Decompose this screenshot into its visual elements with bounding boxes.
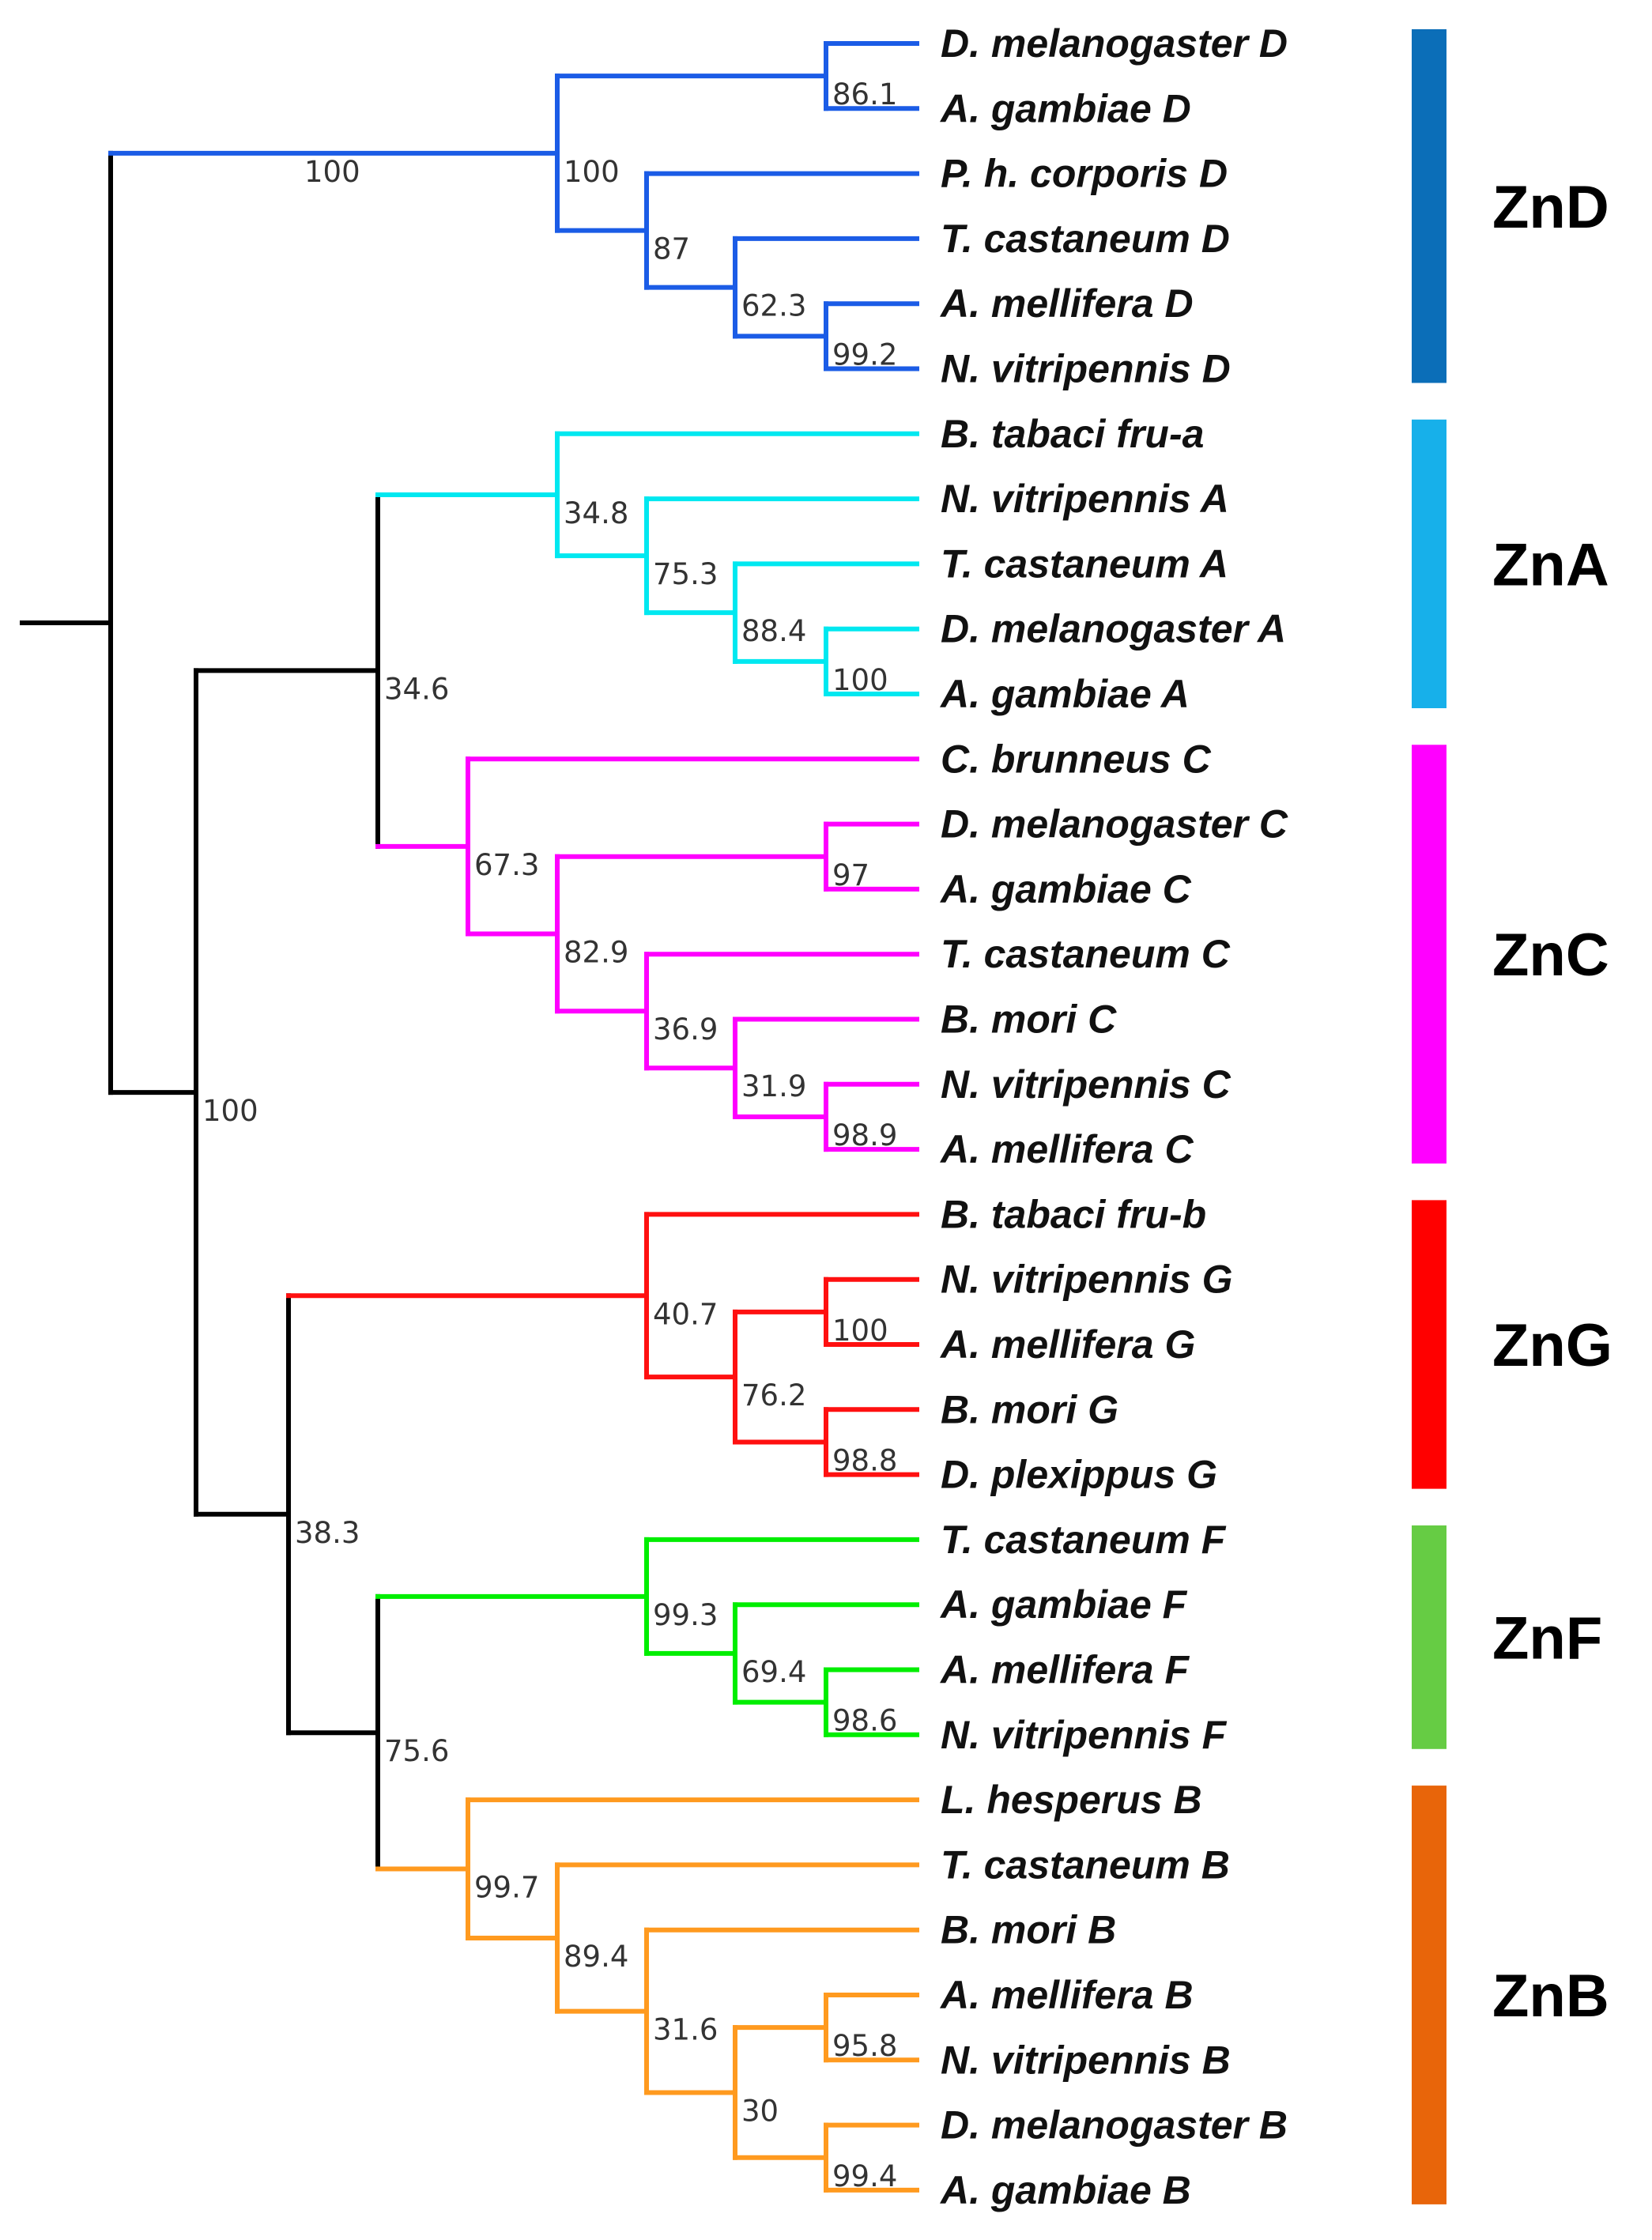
- clade-label-ZnA: ZnA: [1492, 531, 1609, 598]
- bootstrap-bB5: 99.4: [832, 2159, 897, 2193]
- leaf-label: A. gambiae A: [939, 672, 1190, 716]
- bootstrap-dD2: 87: [653, 232, 690, 266]
- bootstrap-gG3: 98.8: [832, 1443, 897, 1477]
- leaf-label: A. mellifera C: [939, 1127, 1194, 1171]
- leaf-label: B. mori G: [941, 1387, 1118, 1431]
- clade-label-ZnB: ZnB: [1492, 1963, 1609, 2030]
- bootstrap-dD1: 86.1: [832, 77, 897, 111]
- clade-label-ZnG: ZnG: [1492, 1312, 1612, 1379]
- leaf-label: A. gambiae C: [939, 867, 1192, 911]
- bootstrap-fF2: 98.6: [832, 1704, 897, 1738]
- clade-bar-ZnD: [1412, 29, 1446, 383]
- bootstrap-fF1: 69.4: [741, 1655, 806, 1689]
- clade-label-ZnF: ZnF: [1492, 1605, 1602, 1672]
- bootstrap-stem-D: 100: [304, 155, 360, 189]
- bootstrap-cC3: 36.9: [653, 1013, 718, 1046]
- bootstrap-nAC: 34.6: [384, 672, 449, 706]
- bootstrap-aA2: 88.4: [741, 614, 806, 648]
- leaf-label: T. castaneum C: [941, 932, 1231, 976]
- clade-bar-ZnB: [1412, 1786, 1446, 2204]
- leaf-label: B. tabaci fru-a: [941, 412, 1204, 456]
- bootstrap-dD4: 99.2: [832, 338, 897, 371]
- leaf-label: T. castaneum A: [941, 541, 1228, 586]
- bootstrap-aA3: 100: [832, 663, 888, 697]
- clade-label-ZnD: ZnD: [1492, 174, 1609, 241]
- bootstrap-nFB: 75.6: [384, 1734, 449, 1768]
- leaf-label: T. castaneum D: [941, 217, 1230, 261]
- clade-bars: ZnD ZnA ZnC ZnG ZnF ZnB: [1412, 29, 1612, 2204]
- bootstrap-bB4: 95.8: [832, 2029, 897, 2063]
- bootstrap-cC1: 82.9: [564, 935, 628, 969]
- leaf-label: T. castaneum F: [941, 1518, 1227, 1562]
- bootstrap-bB1: 89.4: [564, 1940, 628, 1974]
- leaf-label: D. melanogaster A: [941, 607, 1286, 651]
- leaf-label: C. brunneus C: [941, 737, 1212, 781]
- leaf-label: N. vitripennis B: [941, 2038, 1231, 2082]
- bootstrap-values: 100 86.1 87 62.3 99.2 34.6 34.8 75.3 88.4 100 67.3…: [202, 77, 897, 2193]
- leaf-label: B. mori C: [941, 997, 1117, 1042]
- leaf-label: A. gambiae D: [939, 86, 1191, 130]
- leaf-label: A. gambiae B: [939, 2168, 1191, 2212]
- bootstrap-nC: 67.3: [474, 848, 539, 882]
- leaf-label: N. vitripennis A: [941, 477, 1229, 521]
- leaf-label: N. vitripennis F: [941, 1713, 1228, 1757]
- leaf-label: A. mellifera F: [939, 1648, 1190, 1692]
- bootstrap-nB: 99.7: [474, 1871, 539, 1905]
- bootstrap-cC2: 97: [832, 858, 869, 892]
- clade-bar-ZnG: [1412, 1200, 1446, 1489]
- clade-label-ZnC: ZnC: [1492, 922, 1609, 989]
- tree-branches: [20, 41, 919, 2193]
- bootstrap-nF: 99.3: [653, 1598, 718, 1632]
- leaf-label: A. gambiae F: [939, 1582, 1188, 1627]
- bootstrap-gG1: 76.2: [741, 1378, 806, 1412]
- bootstrap-dD3: 62.3: [741, 289, 806, 323]
- bootstrap-nG: 40.7: [653, 1297, 718, 1331]
- leaf-label: A. mellifera B: [939, 1973, 1194, 2017]
- bootstrap-cC5: 98.9: [832, 1118, 897, 1152]
- leaf-label: N. vitripennis C: [941, 1062, 1231, 1107]
- leaf-label: D. plexippus G: [941, 1453, 1217, 1497]
- leaf-label: L. hesperus B: [941, 1778, 1202, 1822]
- bootstrap-gG2: 100: [832, 1314, 888, 1348]
- leaf-label: P. h. corporis D: [941, 152, 1228, 196]
- leaf-label: T. castaneum B: [941, 1842, 1230, 1887]
- clade-bar-ZnF: [1412, 1525, 1446, 1749]
- bootstrap-nGFB: 38.3: [295, 1516, 360, 1550]
- leaf-labels: D. melanogaster D A. gambiae D P. h. corpo…: [939, 21, 1288, 2212]
- leaf-label: A. mellifera G: [939, 1322, 1195, 1367]
- clade-bar-ZnA: [1412, 419, 1446, 708]
- leaf-label: D. melanogaster B: [941, 2103, 1288, 2148]
- bootstrap-cC4: 31.9: [741, 1069, 806, 1103]
- leaf-label: B. mori B: [941, 1908, 1116, 1952]
- bootstrap-aA1: 75.3: [653, 557, 718, 591]
- leaf-label: D. melanogaster D: [941, 21, 1288, 66]
- bootstrap-nD: 100: [564, 155, 620, 189]
- leaf-label: B. tabaci fru-b: [941, 1192, 1206, 1236]
- leaf-label: N. vitripennis D: [941, 347, 1231, 391]
- bootstrap-bB3: 30: [741, 2094, 779, 2128]
- leaf-label: D. melanogaster C: [941, 802, 1288, 847]
- leaf-label: N. vitripennis G: [941, 1258, 1233, 1302]
- bootstrap-bB2: 31.6: [653, 2013, 718, 2047]
- bootstrap-midA: 100: [202, 1094, 258, 1128]
- bootstrap-nA: 34.8: [564, 496, 628, 530]
- clade-bar-ZnC: [1412, 745, 1446, 1164]
- leaf-label: A. mellifera D: [939, 281, 1194, 326]
